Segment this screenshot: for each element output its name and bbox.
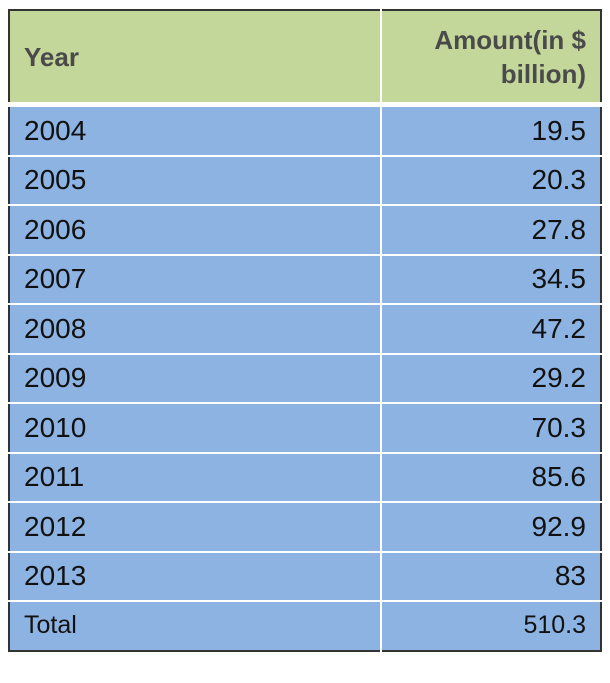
amount-cell: 83 — [380, 550, 601, 602]
table-row: 2006 27.8 — [9, 204, 601, 256]
table-row: 2004 19.5 — [9, 103, 601, 157]
table-row: 2005 20.3 — [9, 154, 601, 206]
amount-table: Year Amount(in $ billion) 2004 19.5 2005 20… — [8, 9, 602, 652]
year-cell: 2010 — [9, 402, 382, 454]
table-row: 2010 70.3 — [9, 402, 601, 454]
amount-cell: 27.8 — [380, 204, 601, 256]
year-cell: 2007 — [9, 253, 382, 305]
table-row: 2011 85.6 — [9, 451, 601, 503]
year-cell: Total — [9, 600, 382, 651]
header-row: Year Amount(in $ billion) — [9, 10, 601, 106]
amount-cell: 19.5 — [380, 103, 601, 157]
amount-cell: 29.2 — [380, 352, 601, 404]
year-cell: 2009 — [9, 352, 382, 404]
amount-cell: 92.9 — [380, 501, 601, 553]
amount-cell: 34.5 — [380, 253, 601, 305]
header-amount: Amount(in $ billion) — [380, 10, 601, 106]
table-row: 2012 92.9 — [9, 501, 601, 553]
amount-cell: 510.3 — [380, 600, 601, 651]
year-cell: 2012 — [9, 501, 382, 553]
year-cell: 2005 — [9, 154, 382, 206]
amount-cell: 70.3 — [380, 402, 601, 454]
table-row: 2009 29.2 — [9, 352, 601, 404]
year-cell: 2011 — [9, 451, 382, 503]
year-cell: 2013 — [9, 550, 382, 602]
table-row: 2007 34.5 — [9, 253, 601, 305]
total-row: Total 510.3 — [9, 600, 601, 651]
year-cell: 2006 — [9, 204, 382, 256]
year-cell: 2008 — [9, 303, 382, 355]
table-row: 2013 83 — [9, 550, 601, 602]
header-year: Year — [9, 10, 382, 106]
amount-cell: 20.3 — [380, 154, 601, 206]
amount-cell: 47.2 — [380, 303, 601, 355]
amount-cell: 85.6 — [380, 451, 601, 503]
year-cell: 2004 — [9, 103, 382, 157]
table-row: 2008 47.2 — [9, 303, 601, 355]
